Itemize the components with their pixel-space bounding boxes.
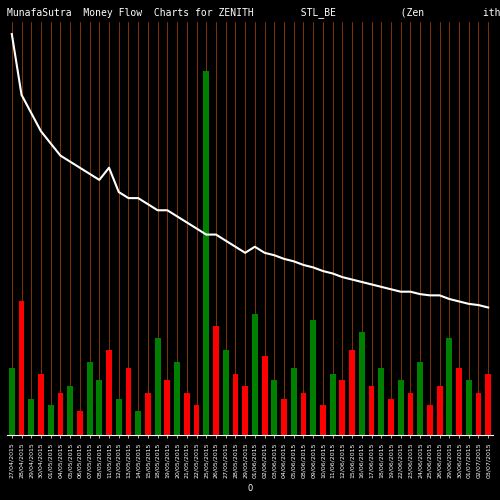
Bar bbox=[456, 368, 462, 435]
Bar bbox=[340, 380, 345, 435]
Bar bbox=[486, 374, 491, 435]
Bar bbox=[310, 320, 316, 435]
Bar bbox=[291, 368, 296, 435]
Bar bbox=[77, 411, 83, 435]
Bar bbox=[96, 380, 102, 435]
Bar bbox=[58, 392, 64, 435]
Bar bbox=[18, 302, 24, 435]
Bar bbox=[417, 362, 423, 435]
Bar bbox=[126, 368, 132, 435]
Bar bbox=[164, 380, 170, 435]
Bar bbox=[136, 411, 141, 435]
Bar bbox=[145, 392, 151, 435]
Bar bbox=[28, 398, 34, 435]
Bar bbox=[272, 380, 277, 435]
Bar bbox=[174, 362, 180, 435]
Bar bbox=[9, 368, 15, 435]
Bar bbox=[349, 350, 355, 435]
Bar bbox=[466, 380, 471, 435]
Bar bbox=[232, 374, 238, 435]
Bar bbox=[106, 350, 112, 435]
Bar bbox=[86, 362, 92, 435]
X-axis label: 0: 0 bbox=[248, 484, 252, 493]
Bar bbox=[204, 70, 209, 435]
Bar bbox=[476, 392, 482, 435]
Bar bbox=[378, 368, 384, 435]
Bar bbox=[154, 338, 160, 435]
Bar bbox=[281, 398, 287, 435]
Bar bbox=[184, 392, 190, 435]
Bar bbox=[388, 398, 394, 435]
Bar bbox=[368, 386, 374, 435]
Bar bbox=[38, 374, 44, 435]
Bar bbox=[67, 386, 73, 435]
Bar bbox=[48, 404, 54, 435]
Bar bbox=[359, 332, 364, 435]
Bar bbox=[446, 338, 452, 435]
Bar bbox=[242, 386, 248, 435]
Bar bbox=[320, 404, 326, 435]
Bar bbox=[398, 380, 404, 435]
Bar bbox=[116, 398, 121, 435]
Bar bbox=[223, 350, 228, 435]
Bar bbox=[194, 404, 200, 435]
Bar bbox=[330, 374, 336, 435]
Bar bbox=[213, 326, 219, 435]
Bar bbox=[300, 392, 306, 435]
Bar bbox=[262, 356, 268, 435]
Bar bbox=[436, 386, 442, 435]
Text: MunafaSutra  Money Flow  Charts for ZENITH        STL_BE           (Zen         : MunafaSutra Money Flow Charts for ZENITH… bbox=[7, 7, 500, 18]
Bar bbox=[408, 392, 414, 435]
Bar bbox=[252, 314, 258, 435]
Bar bbox=[427, 404, 433, 435]
